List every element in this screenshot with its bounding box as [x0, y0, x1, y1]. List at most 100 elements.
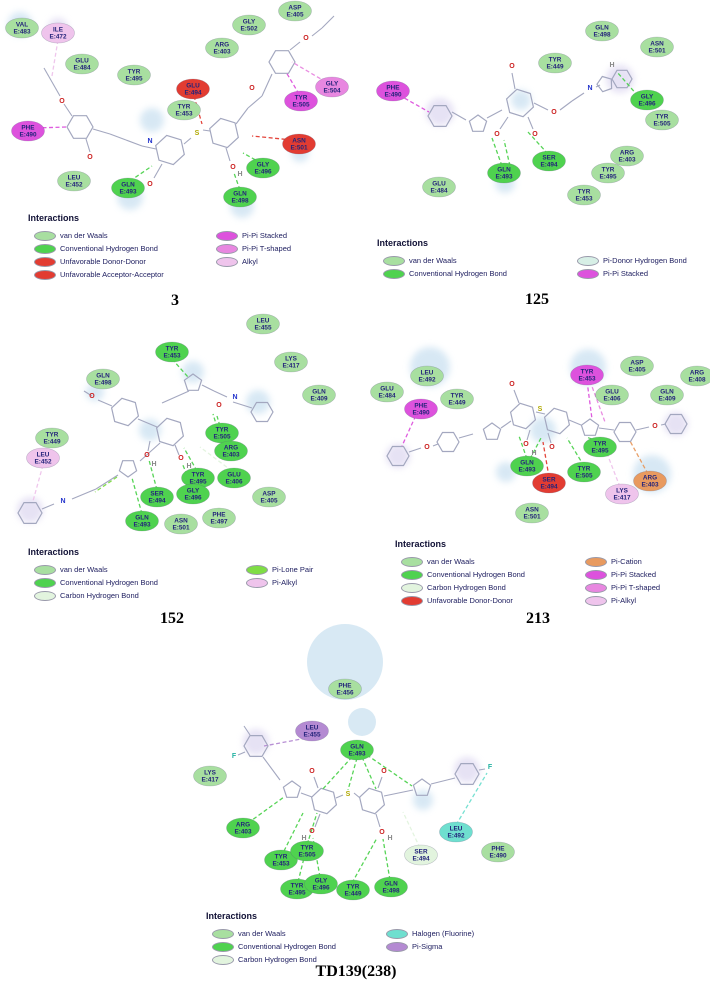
atom-label: O	[379, 829, 385, 836]
residue-badge: VAL E:483	[5, 17, 39, 39]
legend-label: Conventional Hydrogen Bond	[427, 570, 525, 579]
residue-ellipse	[510, 455, 544, 477]
molecule-bond	[451, 111, 467, 121]
legend-item: van der Waals	[34, 564, 108, 575]
molecule-bond	[95, 474, 119, 490]
interaction-line-alkyl	[51, 39, 59, 77]
legend-item: van der Waals	[401, 556, 475, 567]
residue-badge: TYR E:495	[583, 436, 617, 458]
legend-label: Pi-Lone Pair	[272, 565, 314, 574]
residue-badge: GLN E:409	[302, 384, 336, 406]
atom-label: O	[532, 131, 538, 138]
molecule-bond	[314, 813, 321, 828]
residue-ellipse	[567, 461, 601, 483]
atom-label: H	[237, 171, 242, 178]
molecule-ring	[509, 402, 537, 430]
legend-swatch-pi_donor_hbond	[577, 255, 599, 266]
atom-label: H	[531, 450, 536, 457]
legend-item: Conventional Hydrogen Bond	[212, 941, 336, 952]
residue-badge: TYR E:505	[290, 840, 324, 862]
legend-label: Carbon Hydrogen Bond	[238, 955, 317, 964]
solvent-halo	[139, 419, 161, 441]
atom-label: O	[509, 381, 515, 388]
molecule-bond	[97, 399, 113, 407]
atom-label: O	[652, 423, 658, 430]
residue-badge: GLU E:406	[595, 384, 629, 406]
residue-ellipse	[202, 507, 236, 529]
legend-label: Pi-Alkyl	[611, 596, 637, 605]
molecule-bond	[153, 163, 163, 179]
legend-label: Alkyl	[242, 257, 258, 266]
legend-title-213: Interactions	[395, 539, 447, 549]
residue-ellipse	[246, 157, 280, 179]
legend-label: Pi-Pi Stacked	[611, 570, 657, 579]
molecule-bond	[432, 443, 439, 447]
interaction-line-carbon_hbond	[402, 811, 421, 849]
legend-item: Unfavorable Donor-Donor	[34, 256, 146, 267]
residue-label: ASP E:405	[286, 5, 303, 19]
residue-badge: ASP E:405	[252, 486, 286, 508]
residue-badge: LEU E:455	[295, 720, 329, 742]
legend-swatch-halogen	[386, 928, 408, 939]
residue-ellipse	[585, 20, 619, 42]
interaction-line-pi_alkyl	[600, 437, 621, 488]
residue-label: PHE E:490	[489, 846, 506, 860]
residue-badge: GLY E:496	[630, 89, 664, 111]
residue-label: TYR E:453	[578, 369, 595, 383]
interaction-line-hbond	[491, 137, 503, 167]
legend-label: Conventional Hydrogen Bond	[238, 942, 336, 951]
interaction-line-hbond	[347, 757, 358, 791]
residue-ellipse	[640, 36, 674, 58]
molecule-bond	[375, 813, 381, 828]
residue-badge: TYR E:449	[336, 879, 370, 901]
legend-title-3: Interactions	[28, 213, 80, 223]
residue-ellipse	[176, 78, 210, 100]
molecule-bond	[237, 751, 246, 756]
legend-item: Pi-Alkyl	[585, 595, 636, 606]
molecule-bond	[174, 444, 180, 456]
residue-ellipse	[57, 170, 91, 192]
legend-item: van der Waals	[212, 928, 286, 939]
residue-label: LEU E:455	[254, 318, 271, 332]
molecule-bond	[513, 389, 520, 404]
residue-badge: LEU E:452	[57, 170, 91, 192]
residue-label: LEU E:492	[418, 370, 435, 384]
residue-label: GLU E:484	[73, 58, 90, 72]
residue-badge: SER E:494	[140, 486, 174, 508]
residue-ellipse	[167, 99, 201, 121]
residue-badge: ASN E:501	[282, 133, 316, 155]
legend-swatch-vdw	[383, 255, 405, 266]
residue-badge: GLN E:493	[510, 455, 544, 477]
legend-swatch-pipi_stacked	[577, 268, 599, 279]
residue-ellipse	[282, 133, 316, 155]
legend-swatch-hbond	[34, 577, 56, 588]
residue-badge: GLN E:493	[340, 739, 374, 761]
legend-label: Pi-Pi Stacked	[603, 269, 649, 278]
residue-label: TYR E:505	[298, 845, 315, 859]
legend-item: Pi-Pi Stacked	[585, 569, 656, 580]
molecule-ring	[268, 50, 296, 74]
molecule-bond	[377, 776, 383, 789]
legend-label: Carbon Hydrogen Bond	[427, 583, 506, 592]
residue-label: LEU E:455	[303, 725, 320, 739]
legend-swatch-unfavorable	[34, 256, 56, 267]
residue-label: PHE E:456	[336, 683, 353, 697]
legend-item: van der Waals	[383, 255, 457, 266]
molecule-bond	[261, 73, 273, 97]
residue-badge: GLN E:498	[374, 876, 408, 898]
solvent-halo	[140, 108, 164, 132]
residue-label: TYR E:453	[272, 854, 289, 868]
residue-ellipse	[422, 176, 456, 198]
residue-label: GLN E:498	[382, 881, 399, 895]
molecule-bond	[478, 768, 486, 771]
molecule-bond	[500, 420, 512, 429]
residue-label: GLY E:496	[184, 488, 201, 502]
residue-ellipse	[532, 472, 566, 494]
interaction-line-hbond	[529, 437, 542, 460]
molecule-ring	[183, 373, 203, 391]
residue-ellipse	[315, 76, 349, 98]
residue-badge: TYR E:505	[645, 109, 679, 131]
interaction-line-pipi_stacked	[285, 71, 300, 95]
residue-badge: TYR E:505	[567, 461, 601, 483]
